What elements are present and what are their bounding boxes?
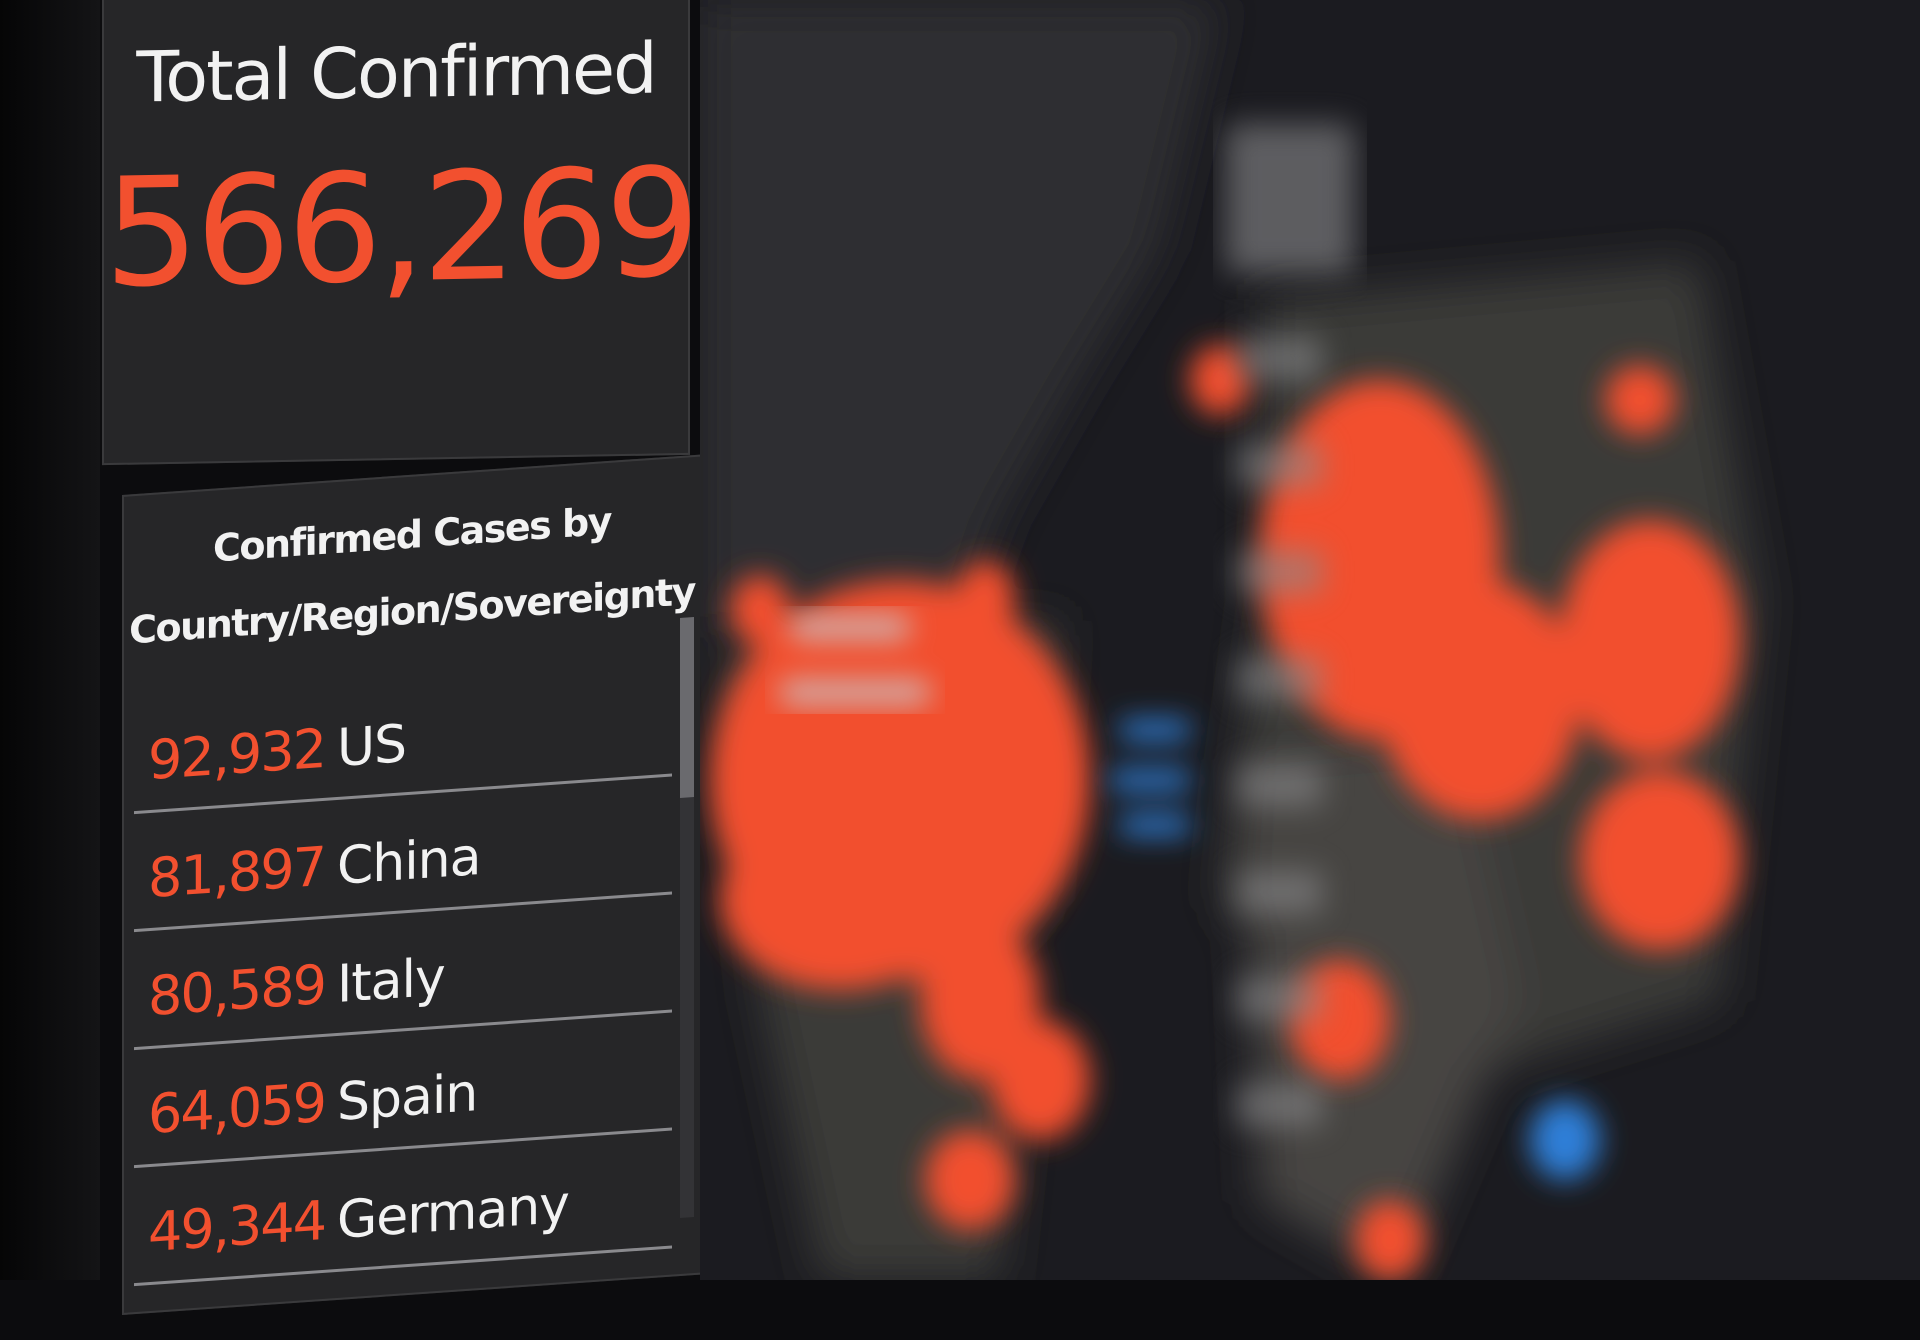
case-count: 80,589	[148, 952, 325, 1029]
country-name: US	[336, 714, 407, 779]
monitor-bezel	[0, 0, 100, 1280]
country-name: China	[336, 826, 481, 897]
country-name: Italy	[336, 947, 445, 1015]
case-count: 64,059	[148, 1070, 325, 1147]
case-count: 81,897	[148, 834, 325, 911]
continent-label	[780, 615, 930, 705]
case-count: 49,344	[148, 1188, 325, 1265]
world-map[interactable]	[700, 0, 1920, 1280]
country-list: 92,932 US 81,897 China 80,589 Italy 64,059 S…	[134, 658, 672, 1287]
cases-by-country-panel: Confirmed Cases by Country/Region/Sovere…	[122, 454, 702, 1315]
total-confirmed-panel: Total Confirmed 566,269	[102, 0, 697, 466]
land-north-america	[700, 0, 1220, 640]
case-count: 92,932	[148, 716, 325, 793]
total-confirmed-title: Total Confirmed	[136, 27, 656, 119]
ocean-labels	[1110, 720, 1600, 1180]
country-name: Spain	[336, 1063, 478, 1133]
list-title: Confirmed Cases by Country/Region/Sovere…	[124, 477, 700, 669]
country-name: Germany	[336, 1174, 569, 1251]
total-confirmed-value: 566,269	[104, 136, 697, 322]
right-panel-blurred	[1226, 124, 1354, 1127]
